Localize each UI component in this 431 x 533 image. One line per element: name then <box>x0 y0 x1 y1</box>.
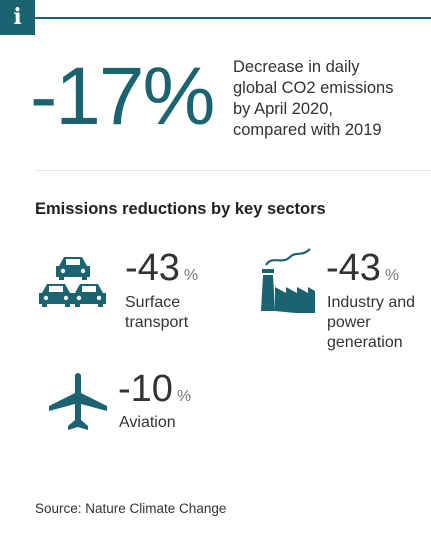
headline-description: Decrease in daily global CO2 emissions b… <box>233 57 423 141</box>
sector-label-line: Surface <box>125 294 181 311</box>
cars-icon <box>39 257 106 307</box>
info-icon: i <box>13 4 22 30</box>
sectors-heading: Emissions reductions by key sectors <box>35 200 326 218</box>
info-badge <box>0 0 35 35</box>
sector-value-unit: % <box>183 267 199 284</box>
sector-value-number: -43 <box>125 247 180 289</box>
sector-label-line: generation <box>327 334 403 351</box>
sector-value-unit: % <box>176 388 192 405</box>
headline-description-line: by April 2020, <box>233 100 333 118</box>
sector-value: -43% <box>326 248 399 296</box>
sector-label-line: Industry and <box>327 294 416 311</box>
headline-description-line: global CO2 emissions <box>233 79 394 97</box>
sector-value-number: -10 <box>118 368 173 410</box>
sector-value: -43% <box>125 248 198 296</box>
headline-value: -17% <box>30 51 215 142</box>
sector-value: -10% <box>118 369 191 417</box>
sector-label-line: Aviation <box>119 414 176 431</box>
sector-label: Industry and power generation <box>327 293 415 353</box>
sector-label: Surface transport <box>125 293 188 333</box>
airplane-icon <box>49 373 107 430</box>
sector-label-line: transport <box>125 314 189 331</box>
section-divider <box>35 170 431 171</box>
sector-label-line: power <box>327 314 371 331</box>
headline-description-line: Decrease in daily <box>233 58 360 76</box>
header-rule <box>35 17 431 19</box>
source-note: Source: Nature Climate Change <box>35 501 227 516</box>
sector-value-number: -43 <box>326 247 381 289</box>
sector-label: Aviation <box>119 413 176 433</box>
sector-value-unit: % <box>384 267 400 284</box>
headline-description-line: compared with 2019 <box>233 121 382 139</box>
factory-icon <box>261 248 315 313</box>
